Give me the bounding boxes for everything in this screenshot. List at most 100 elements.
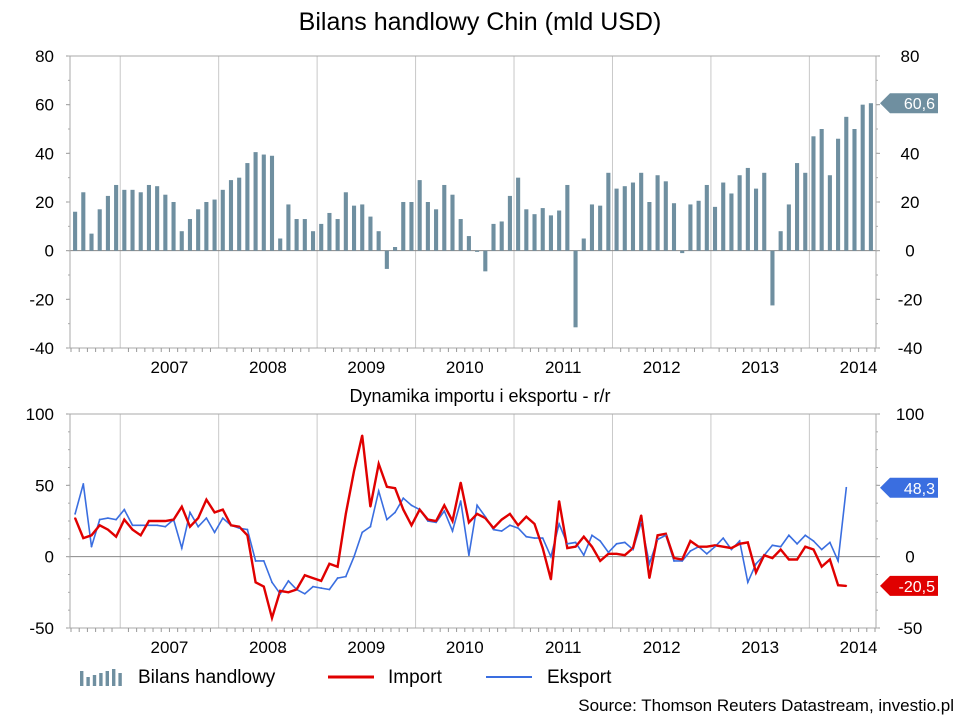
export-point bbox=[131, 524, 134, 527]
export-point bbox=[189, 511, 191, 514]
trade-balance-bar bbox=[778, 231, 783, 251]
y-tick-label-right: -50 bbox=[898, 619, 923, 638]
export-point bbox=[98, 518, 101, 521]
y-tick-label-left: -40 bbox=[29, 339, 54, 358]
trade-balance-bar bbox=[237, 177, 242, 251]
trade-balance-bar bbox=[409, 202, 414, 251]
y-tick-label-right: 80 bbox=[901, 47, 920, 66]
export-point bbox=[500, 530, 503, 532]
trade-balance-bar bbox=[712, 206, 718, 251]
export-point bbox=[779, 545, 782, 548]
trade-balance-bar bbox=[261, 154, 266, 251]
export-point bbox=[115, 518, 118, 521]
import-point bbox=[377, 463, 380, 465]
bottom-axes: 2007 2008 2009 2010 2011 2012 2013 2014 -50 -50 0 0… bbox=[26, 405, 925, 657]
import-point bbox=[525, 515, 528, 518]
y-tick-label-right: -40 bbox=[898, 339, 923, 358]
import-point bbox=[558, 500, 561, 502]
import-point bbox=[550, 578, 552, 581]
import-point bbox=[418, 508, 421, 511]
top-panel: 2007 2008 2009 2010 2011 2012 2013 2014 -40 -40 -2… bbox=[29, 47, 938, 377]
trade-balance-bar bbox=[475, 250, 480, 252]
import-point bbox=[303, 574, 306, 577]
export-point bbox=[459, 500, 462, 502]
import-point bbox=[566, 547, 569, 550]
export-point bbox=[755, 562, 757, 565]
export-point bbox=[271, 581, 273, 584]
trade-balance-bar bbox=[286, 204, 291, 251]
export-point bbox=[82, 483, 85, 485]
export-point bbox=[180, 547, 183, 550]
export-point bbox=[640, 521, 643, 524]
export-point bbox=[492, 528, 495, 531]
y-tick-label-left: 60 bbox=[35, 96, 54, 115]
trade-balance-bar bbox=[540, 208, 545, 251]
y-tick-label-left: -20 bbox=[29, 290, 54, 309]
trade-balance-bar bbox=[450, 194, 455, 251]
export-point bbox=[574, 541, 577, 544]
legend-export-label: Eksport bbox=[547, 667, 612, 688]
export-point bbox=[148, 524, 150, 527]
import-point bbox=[328, 562, 331, 565]
bottom-panel: 2007 2008 2009 2010 2011 2012 2013 2014 -50 -50 0 0… bbox=[26, 405, 938, 657]
import-point bbox=[410, 524, 413, 527]
import-point bbox=[189, 525, 191, 528]
export-point bbox=[123, 508, 126, 511]
trade-balance-bar bbox=[819, 129, 824, 251]
import-point bbox=[582, 535, 585, 538]
export-point bbox=[599, 540, 602, 542]
export-point bbox=[722, 537, 725, 540]
trade-balance-bar bbox=[696, 200, 701, 251]
import-point bbox=[845, 585, 848, 587]
trade-balance-bar bbox=[589, 204, 595, 251]
export-point bbox=[238, 527, 241, 530]
y-tick-label-right: 40 bbox=[901, 144, 920, 163]
trade-balance-bar bbox=[516, 177, 521, 251]
export-point bbox=[90, 545, 93, 548]
trade-balance-bar bbox=[606, 172, 611, 251]
import-point bbox=[615, 552, 618, 555]
import-point bbox=[779, 548, 782, 551]
trade-balance-bar bbox=[434, 209, 439, 251]
trade-balance-bar bbox=[737, 175, 742, 251]
trade-balance-bar bbox=[762, 172, 767, 251]
export-last-value-label: 48,3 bbox=[904, 481, 935, 498]
export-point bbox=[607, 551, 610, 554]
export-point bbox=[467, 554, 470, 557]
export-point bbox=[385, 518, 388, 521]
trade-balance-bar bbox=[97, 209, 102, 251]
import-point bbox=[632, 547, 634, 550]
export-point bbox=[361, 531, 364, 534]
import-point bbox=[517, 524, 520, 527]
trade-balance-bar bbox=[187, 219, 193, 251]
trade-balance-bar bbox=[310, 231, 316, 251]
export-point bbox=[812, 540, 815, 542]
trade-balance-bar bbox=[499, 221, 504, 251]
y-tick-label-left: -50 bbox=[29, 619, 54, 638]
export-point bbox=[533, 537, 536, 540]
import-point bbox=[541, 547, 544, 550]
export-point bbox=[435, 521, 437, 524]
import-point bbox=[787, 558, 790, 561]
y-tick-label-right: 100 bbox=[896, 405, 924, 424]
trade-balance-bar bbox=[721, 182, 726, 251]
export-point bbox=[582, 554, 585, 557]
y-tick-label-right: 0 bbox=[905, 548, 914, 567]
trade-balance-bar bbox=[220, 189, 225, 251]
import-point bbox=[705, 545, 708, 548]
trade-balance-bar bbox=[212, 199, 217, 251]
import-point bbox=[361, 434, 364, 437]
import-point bbox=[689, 540, 692, 542]
year-label: 2007 bbox=[151, 638, 189, 657]
import-point bbox=[74, 517, 77, 520]
year-label: 2011 bbox=[545, 358, 582, 377]
export-point bbox=[303, 592, 306, 595]
trade-balance-bar bbox=[376, 231, 381, 251]
trade-balance-bar bbox=[614, 188, 619, 251]
trade-balance-bar bbox=[868, 103, 873, 251]
import-point bbox=[115, 535, 118, 538]
trade-balance-bars bbox=[73, 103, 873, 328]
trade-balance-bar bbox=[294, 219, 299, 251]
trade-balance-bar bbox=[228, 180, 234, 251]
import-point bbox=[287, 591, 290, 594]
